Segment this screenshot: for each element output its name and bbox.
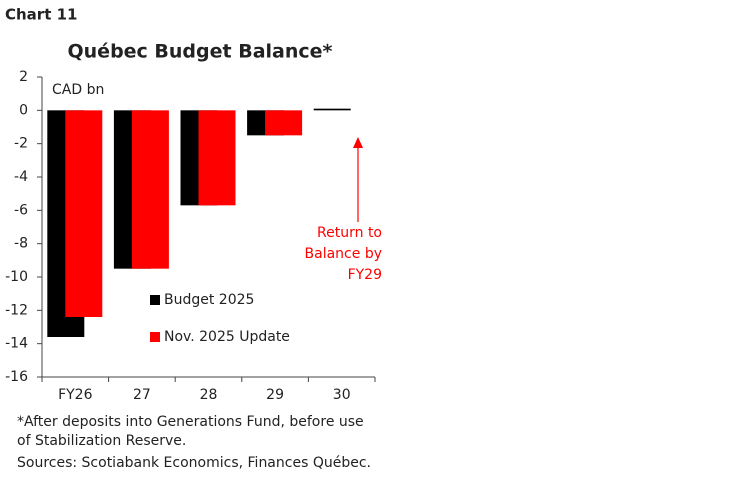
annotation: FY29: [348, 267, 382, 283]
y-tick-label: -6: [14, 202, 28, 218]
x-tick-label: 28: [200, 387, 218, 403]
x-tick-label: FY26: [58, 387, 93, 403]
annotation: Return to: [317, 225, 382, 241]
y-tick-label: -10: [5, 269, 28, 285]
footnote: *After deposits into Generations Fund, b…: [17, 414, 364, 430]
y-tick-label: -12: [5, 302, 28, 318]
y-tick-label: -4: [14, 169, 28, 185]
bar: [313, 108, 351, 111]
legend-label: Budget 2025: [164, 292, 254, 308]
arrow-head: [353, 137, 363, 148]
footnote: Sources: Scotiabank Economics, Finances …: [17, 455, 371, 471]
bar: [65, 110, 103, 317]
bar: [131, 110, 169, 269]
footnote: of Stabilization Reserve.: [17, 433, 186, 449]
y-tick-label: -2: [14, 136, 28, 152]
y-tick-label: -8: [14, 236, 28, 252]
bar: [198, 110, 236, 206]
chart-label: Chart 11: [5, 6, 77, 24]
y-tick-label: 0: [19, 102, 28, 118]
bar: [265, 110, 303, 136]
x-tick-label: 30: [333, 387, 351, 403]
legend-swatch: [150, 295, 160, 305]
x-tick-label: 29: [266, 387, 284, 403]
annotation: Balance by: [305, 246, 382, 262]
legend-swatch: [150, 332, 160, 342]
chart-title: Québec Budget Balance*: [68, 41, 333, 63]
legend-label: Nov. 2025 Update: [164, 329, 290, 345]
y-tick-label: -14: [5, 336, 28, 352]
y-axis-label: CAD bn: [52, 82, 104, 98]
x-tick-label: 27: [133, 387, 151, 403]
y-tick-label: -16: [5, 369, 28, 385]
y-tick-label: 2: [19, 69, 28, 85]
